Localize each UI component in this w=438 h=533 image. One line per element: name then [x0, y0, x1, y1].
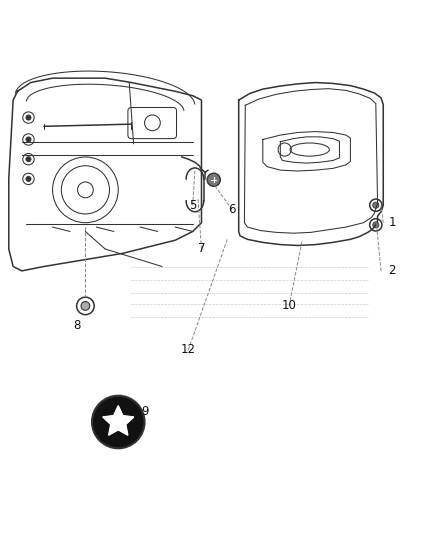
Text: 8: 8: [73, 319, 80, 332]
Circle shape: [81, 302, 90, 310]
Text: 1: 1: [388, 216, 396, 229]
Polygon shape: [103, 406, 134, 435]
Text: 5: 5: [189, 199, 196, 212]
Text: 2: 2: [388, 264, 396, 277]
Circle shape: [373, 202, 379, 208]
Text: 7: 7: [198, 243, 205, 255]
Circle shape: [26, 176, 31, 182]
Text: 10: 10: [282, 300, 297, 312]
Circle shape: [207, 173, 220, 187]
Circle shape: [373, 222, 379, 228]
Circle shape: [26, 115, 31, 120]
Circle shape: [26, 157, 31, 162]
Text: 9: 9: [141, 406, 148, 418]
Text: 6: 6: [228, 203, 236, 216]
Circle shape: [92, 395, 145, 448]
Circle shape: [26, 137, 31, 142]
Text: 12: 12: [181, 343, 196, 356]
